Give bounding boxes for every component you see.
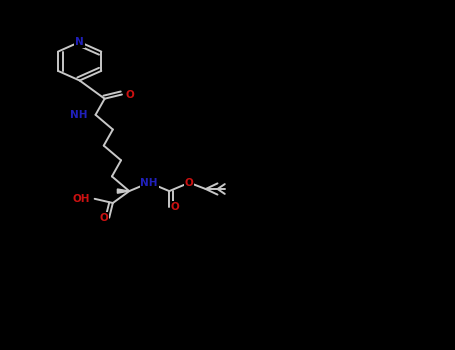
Text: NH: NH xyxy=(141,178,158,188)
Text: O: O xyxy=(170,202,179,212)
Text: OH: OH xyxy=(73,194,90,204)
Text: O: O xyxy=(185,178,194,188)
Text: O: O xyxy=(126,90,135,99)
Text: O: O xyxy=(99,213,108,223)
Text: N: N xyxy=(75,37,84,47)
Text: NH: NH xyxy=(70,110,87,120)
Polygon shape xyxy=(117,189,129,193)
